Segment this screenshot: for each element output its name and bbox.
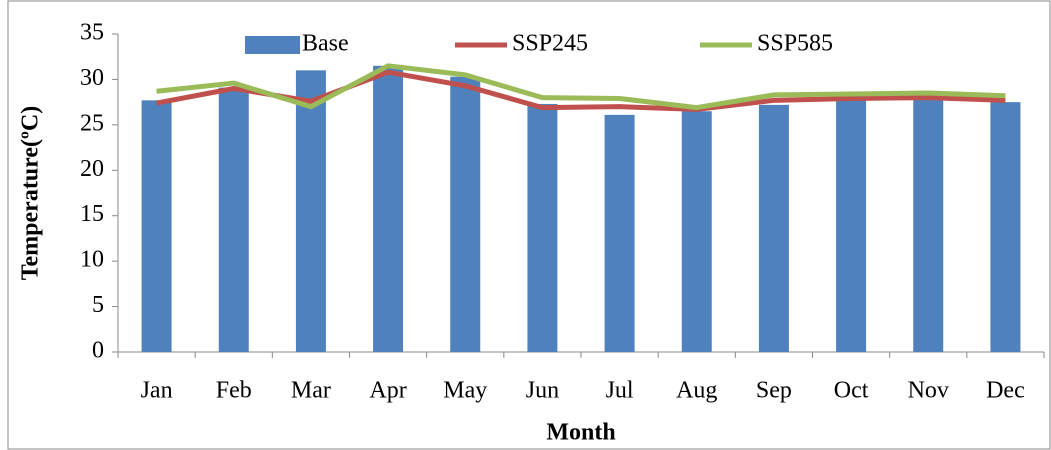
x-tick-label: May [443, 378, 487, 404]
bar [141, 100, 172, 352]
y-tick-label: 25 [80, 110, 104, 136]
bar [836, 98, 867, 352]
x-tick-label: Jul [606, 378, 634, 404]
x-tick-label: Mar [291, 378, 331, 404]
x-tick-label: Aug [676, 378, 717, 404]
bar [990, 102, 1021, 353]
x-tick-label: Jun [526, 378, 559, 404]
bar [450, 76, 481, 353]
y-tick-label: 35 [80, 20, 104, 46]
bar [681, 111, 712, 352]
x-tick-label: Dec [986, 378, 1025, 404]
x-tick-label: Nov [908, 378, 949, 404]
y-tick-label: 20 [80, 156, 104, 182]
bar [527, 103, 558, 353]
y-tick-label: 30 [80, 65, 104, 91]
bar [295, 70, 326, 352]
line [156, 69, 1006, 112]
bar [913, 97, 944, 352]
y-tick-label: 0 [92, 338, 104, 364]
y-axis-title: Temperature(ºC) [18, 106, 44, 281]
x-tick-label: Sep [756, 378, 792, 404]
y-tick-label: 5 [92, 292, 104, 318]
bar [373, 65, 404, 353]
line [156, 63, 1006, 111]
bar [604, 114, 635, 352]
legend-label: Base [302, 31, 349, 57]
legend-label: SSP585 [757, 31, 833, 57]
x-tick-label: Apr [369, 378, 406, 404]
x-tick-label: Oct [834, 378, 869, 404]
x-tick-label: Jan [141, 378, 173, 404]
y-tick-label: 10 [80, 247, 104, 273]
y-tick-label: 15 [80, 201, 104, 227]
bar [758, 104, 789, 353]
bar [218, 87, 249, 352]
x-axis-title: Month [546, 420, 615, 446]
x-tick-label: Feb [216, 378, 252, 404]
legend-label: SSP245 [512, 31, 588, 57]
legend-swatch [245, 36, 300, 54]
chart-border [7, 0, 1051, 450]
